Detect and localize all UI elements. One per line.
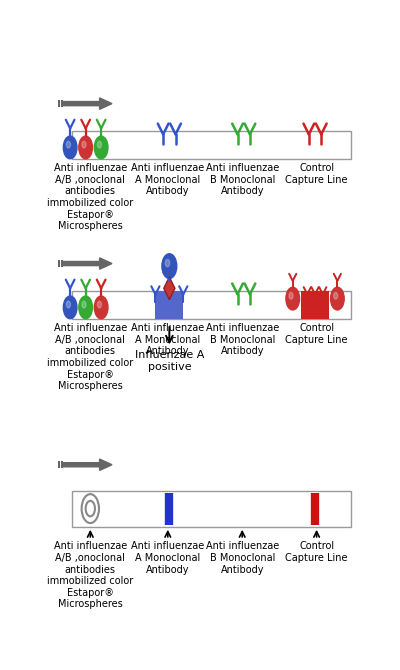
Circle shape <box>82 301 86 308</box>
Bar <box>155 291 183 319</box>
Text: Anti influenzae
B Monoclonal
Antibody: Anti influenzae B Monoclonal Antibody <box>206 541 279 575</box>
Circle shape <box>334 292 338 299</box>
Text: Control
Capture Line: Control Capture Line <box>285 323 348 345</box>
Circle shape <box>79 296 92 319</box>
Circle shape <box>97 301 102 308</box>
Circle shape <box>82 141 86 148</box>
Bar <box>301 291 329 319</box>
Text: Anti influenzae
A/B ,onoclonal
antibodies
immobilized color
Estapor®
Microsphere: Anti influenzae A/B ,onoclonal antibodie… <box>47 323 134 391</box>
Text: Influenzae A
positive: Influenzae A positive <box>135 350 204 372</box>
Text: Anti influenzae
A Monoclonal
Antibody: Anti influenzae A Monoclonal Antibody <box>131 163 204 196</box>
Text: Anti influenzae
A Monoclonal
Antibody: Anti influenzae A Monoclonal Antibody <box>131 323 204 356</box>
Circle shape <box>82 494 99 523</box>
Circle shape <box>66 141 70 148</box>
Circle shape <box>94 296 108 319</box>
Circle shape <box>162 254 177 279</box>
Text: Anti influenzae
B Monoclonal
Antibody: Anti influenzae B Monoclonal Antibody <box>206 323 279 356</box>
FancyArrow shape <box>62 98 112 109</box>
Text: Control
Capture Line: Control Capture Line <box>285 163 348 185</box>
Text: Anti influenzae
A Monoclonal
Antibody: Anti influenzae A Monoclonal Antibody <box>131 541 204 575</box>
Text: Anti influenzae
A/B ,onoclonal
antibodies
immobilized color
Estapor®
Microsphere: Anti influenzae A/B ,onoclonal antibodie… <box>47 163 134 231</box>
Circle shape <box>94 136 108 159</box>
Bar <box>72 291 351 319</box>
Text: Anti influenzae
B Monoclonal
Antibody: Anti influenzae B Monoclonal Antibody <box>206 163 279 196</box>
Text: Anti influenzae
A/B ,onoclonal
antibodies
immobilized color
Estapor®
Microsphere: Anti influenzae A/B ,onoclonal antibodie… <box>47 541 134 609</box>
FancyArrow shape <box>62 258 112 269</box>
Circle shape <box>330 287 344 310</box>
Bar <box>72 131 351 159</box>
Bar <box>72 490 351 527</box>
Circle shape <box>289 292 293 299</box>
Circle shape <box>66 301 70 308</box>
Circle shape <box>97 141 102 148</box>
Circle shape <box>86 501 95 517</box>
Circle shape <box>63 296 77 319</box>
Circle shape <box>79 136 92 159</box>
Polygon shape <box>164 277 175 299</box>
Text: Control
Capture Line: Control Capture Line <box>285 541 348 563</box>
FancyArrow shape <box>62 459 112 470</box>
Circle shape <box>286 287 300 310</box>
Circle shape <box>63 136 77 159</box>
Circle shape <box>165 259 170 267</box>
